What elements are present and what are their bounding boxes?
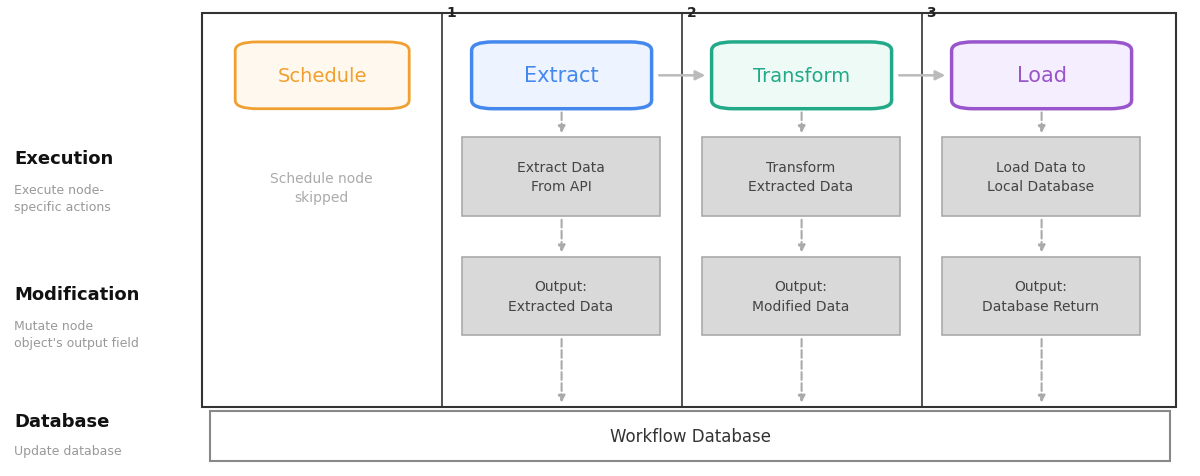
Text: Output:
Database Return: Output: Database Return [983, 279, 1099, 313]
Text: Update database: Update database [14, 444, 122, 456]
Text: Load Data to
Local Database: Load Data to Local Database [988, 160, 1094, 194]
Text: Execution: Execution [14, 150, 114, 168]
Text: Workflow Database: Workflow Database [610, 427, 770, 445]
Text: Mutate node
object's output field: Mutate node object's output field [14, 319, 139, 349]
FancyBboxPatch shape [712, 43, 892, 109]
FancyBboxPatch shape [462, 257, 660, 336]
Text: Schedule: Schedule [277, 67, 367, 86]
FancyBboxPatch shape [462, 138, 660, 217]
Text: Schedule node
skipped: Schedule node skipped [270, 171, 373, 205]
Text: Extract Data
From API: Extract Data From API [517, 160, 605, 194]
FancyBboxPatch shape [472, 43, 652, 109]
FancyBboxPatch shape [942, 257, 1140, 336]
FancyBboxPatch shape [952, 43, 1132, 109]
Text: 3: 3 [926, 6, 936, 20]
FancyBboxPatch shape [942, 138, 1140, 217]
Text: Database: Database [14, 412, 109, 430]
Text: Extract: Extract [524, 66, 599, 86]
FancyBboxPatch shape [702, 138, 900, 217]
Text: Output:
Modified Data: Output: Modified Data [752, 279, 850, 313]
Text: Transform
Extracted Data: Transform Extracted Data [749, 160, 853, 194]
Text: 1: 1 [446, 6, 456, 20]
Text: 2: 2 [686, 6, 696, 20]
Text: Output:
Extracted Data: Output: Extracted Data [509, 279, 613, 313]
FancyBboxPatch shape [235, 43, 409, 109]
Text: Transform: Transform [754, 67, 850, 86]
Text: Execute node-
specific actions: Execute node- specific actions [14, 183, 112, 213]
FancyBboxPatch shape [210, 411, 1170, 461]
Text: Load: Load [1016, 66, 1067, 86]
FancyBboxPatch shape [702, 257, 900, 336]
Text: Modification: Modification [14, 286, 139, 304]
